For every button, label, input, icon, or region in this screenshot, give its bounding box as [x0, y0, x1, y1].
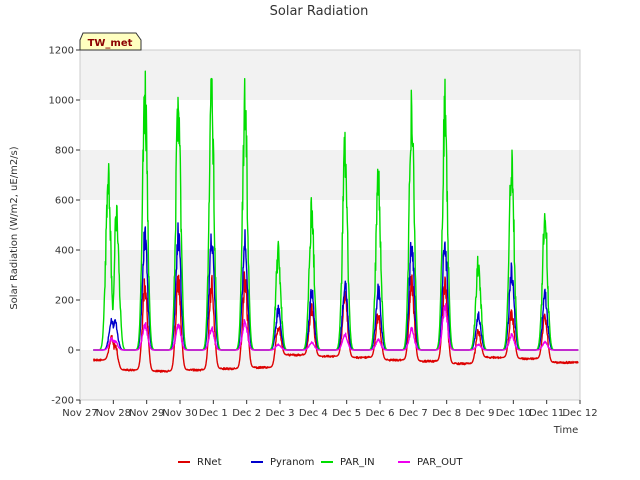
y-tick-label: 1000	[49, 96, 74, 107]
x-tick-label: Dec 5	[332, 408, 361, 419]
grid-band	[80, 350, 580, 400]
x-tick-label: Dec 7	[399, 408, 428, 419]
chart-title: Solar Radiation	[270, 4, 369, 19]
plot-background	[80, 50, 580, 400]
y-tick-label: 400	[55, 246, 74, 257]
legend-label: Pyranom	[270, 457, 314, 468]
x-tick-label: Dec 9	[466, 408, 495, 419]
y-tick-label: 600	[55, 196, 74, 207]
x-tick-label: Dec 8	[432, 408, 461, 419]
grid-band	[80, 50, 580, 100]
x-tick-label: Dec 3	[266, 408, 295, 419]
x-tick-label: Dec 10	[496, 408, 531, 419]
x-tick-label: Dec 2	[232, 408, 261, 419]
grid-band	[80, 250, 580, 300]
x-tick-label: Dec 1	[199, 408, 228, 419]
grid-band	[80, 150, 580, 200]
y-tick-label: 0	[68, 346, 74, 357]
grid-band	[80, 100, 580, 150]
series-line-rnet	[92, 271, 579, 373]
y-tick-label: 1200	[49, 46, 74, 57]
x-axis-label: Time	[553, 425, 578, 436]
y-tick-label: 800	[55, 146, 74, 157]
legend-label: PAR_OUT	[417, 457, 463, 468]
y-tick-label: 200	[55, 296, 74, 307]
station-badge: TW_met	[79, 32, 142, 51]
legend: RNet Pyranom PAR_IN PAR_OUT	[178, 457, 463, 468]
plot-area	[79, 49, 581, 401]
y-axis-ticks: -200 0 200 400 600 800 1000 1200	[49, 46, 80, 407]
legend-label: PAR_IN	[340, 457, 375, 468]
y-axis-label: Solar Radiation (W/m2, uE/m2/s)	[9, 146, 20, 309]
x-tick-label: Dec 11	[529, 408, 564, 419]
x-tick-label: Dec 6	[366, 408, 395, 419]
x-tick-label: Nov 29	[129, 408, 164, 419]
grid-band	[80, 200, 580, 250]
station-badge-label: TW_met	[88, 38, 133, 49]
y-tick-label: -200	[51, 396, 74, 407]
x-tick-label: Nov 28	[96, 408, 131, 419]
series-lines	[92, 70, 579, 373]
grid-band	[80, 300, 580, 350]
series-line-par-out	[92, 303, 579, 351]
station-badge-box	[79, 32, 142, 51]
x-tick-label: Dec 12	[562, 408, 597, 419]
x-tick-label: Nov 30	[162, 408, 197, 419]
legend-label: RNet	[197, 457, 222, 468]
x-tick-label: Dec 4	[299, 408, 328, 419]
x-tick-label: Nov 27	[62, 408, 97, 419]
